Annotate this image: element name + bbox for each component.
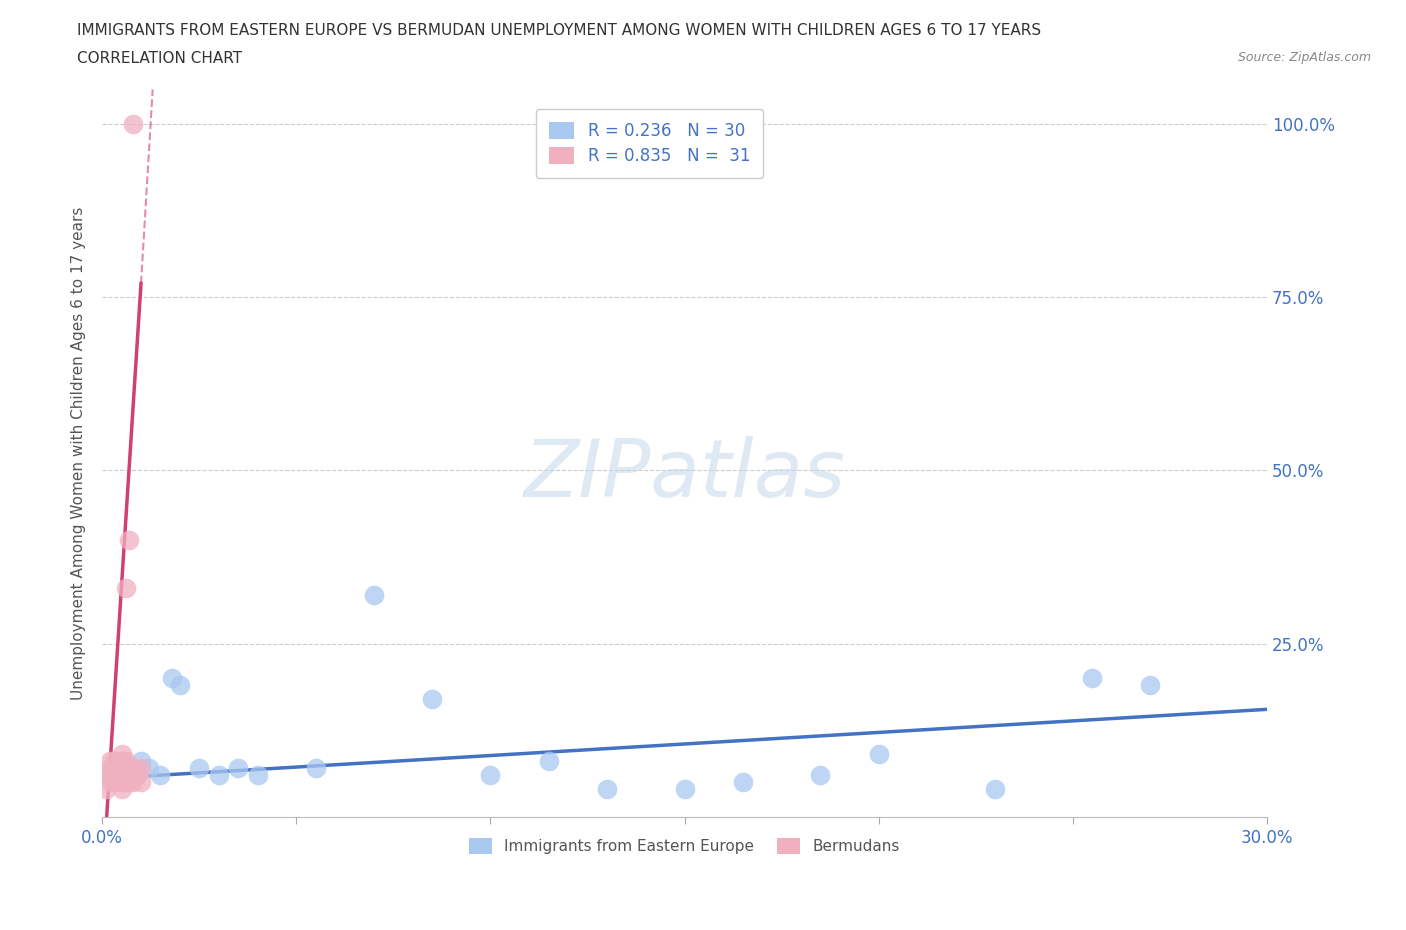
Point xyxy=(107,775,129,790)
Text: Source: ZipAtlas.com: Source: ZipAtlas.com xyxy=(1237,51,1371,64)
Point xyxy=(122,116,145,131)
Point xyxy=(103,775,125,790)
Text: IMMIGRANTS FROM EASTERN EUROPE VS BERMUDAN UNEMPLOYMENT AMONG WOMEN WITH CHILDRE: IMMIGRANTS FROM EASTERN EUROPE VS BERMUD… xyxy=(77,23,1042,38)
Point xyxy=(122,775,145,790)
Point xyxy=(129,775,152,790)
Point xyxy=(107,767,129,782)
Point xyxy=(114,775,136,790)
Point xyxy=(107,767,129,782)
Point xyxy=(127,767,149,782)
Point xyxy=(537,754,560,769)
Point xyxy=(98,754,121,769)
Point xyxy=(596,781,619,796)
Point xyxy=(94,781,117,796)
Point xyxy=(98,761,121,776)
Point xyxy=(118,775,141,790)
Point xyxy=(94,767,117,782)
Legend: Immigrants from Eastern Europe, Bermudans: Immigrants from Eastern Europe, Bermudan… xyxy=(463,831,905,860)
Point xyxy=(122,761,145,776)
Point xyxy=(868,747,890,762)
Point xyxy=(114,761,136,776)
Point xyxy=(127,767,149,782)
Point xyxy=(114,754,136,769)
Point xyxy=(111,754,134,769)
Point xyxy=(111,781,134,796)
Point xyxy=(111,761,134,776)
Point xyxy=(160,671,183,685)
Point xyxy=(149,767,172,782)
Point xyxy=(111,754,134,769)
Point xyxy=(673,781,696,796)
Point xyxy=(103,761,125,776)
Y-axis label: Unemployment Among Women with Children Ages 6 to 17 years: Unemployment Among Women with Children A… xyxy=(72,206,86,699)
Point xyxy=(122,767,145,782)
Point xyxy=(810,767,832,782)
Point xyxy=(118,532,141,547)
Point xyxy=(138,761,160,776)
Point xyxy=(169,678,191,693)
Point xyxy=(107,761,129,776)
Point xyxy=(1081,671,1104,685)
Point xyxy=(103,754,125,769)
Point xyxy=(363,588,385,603)
Point xyxy=(103,761,125,776)
Point xyxy=(208,767,231,782)
Point xyxy=(479,767,502,782)
Text: CORRELATION CHART: CORRELATION CHART xyxy=(77,51,242,66)
Point xyxy=(1139,678,1161,693)
Text: ZIPatlas: ZIPatlas xyxy=(523,436,845,514)
Point xyxy=(118,761,141,776)
Point xyxy=(118,767,141,782)
Point xyxy=(246,767,269,782)
Point xyxy=(111,775,134,790)
Point xyxy=(122,761,145,776)
Point xyxy=(129,761,152,776)
Point xyxy=(114,580,136,595)
Point xyxy=(111,747,134,762)
Point xyxy=(114,761,136,776)
Point xyxy=(305,761,328,776)
Point xyxy=(188,761,211,776)
Point xyxy=(984,781,1007,796)
Point xyxy=(129,754,152,769)
Point xyxy=(98,775,121,790)
Point xyxy=(98,767,121,782)
Point xyxy=(226,761,249,776)
Point xyxy=(103,767,125,782)
Point xyxy=(420,692,443,707)
Point xyxy=(731,775,754,790)
